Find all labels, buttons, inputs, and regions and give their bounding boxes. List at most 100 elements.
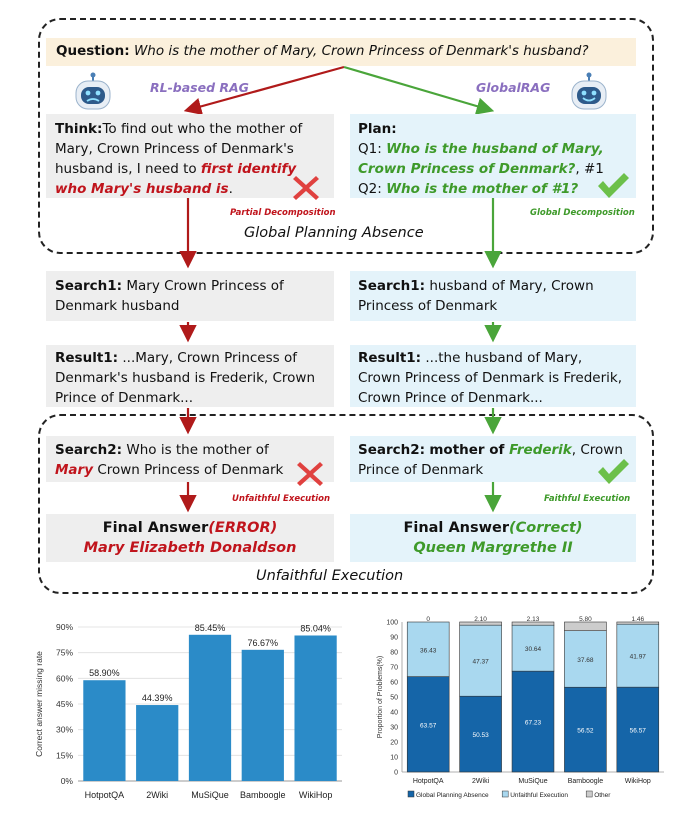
red-cross-icon bbox=[293, 176, 319, 200]
plan-panel bbox=[350, 114, 636, 198]
chart1-ytick: 60% bbox=[56, 673, 73, 683]
partial-decomposition-tag: Partial Decomposition bbox=[230, 208, 336, 218]
think-panel bbox=[46, 114, 334, 198]
right-result1-text: Result1: ...the husband of Mary, Crown P… bbox=[358, 350, 623, 406]
chart1-value-label: 76.67% bbox=[248, 638, 279, 648]
chart2-segment bbox=[564, 630, 607, 688]
chart2-segment-label: 2.10 bbox=[474, 616, 487, 623]
right-final-answer: Final Answer(Correct) Queen Margrethe II bbox=[403, 520, 583, 556]
chart2-segment-label: 37.68 bbox=[577, 657, 594, 664]
right-search2-text: Search2: mother of Frederik, Crown Princ… bbox=[358, 442, 623, 478]
chart2-segment bbox=[406, 621, 450, 677]
chart1-bar bbox=[136, 705, 179, 781]
right-search1-text: Search1: husband of Mary, Crown Princess… bbox=[358, 278, 594, 314]
chart2-legend-swatch bbox=[585, 790, 593, 798]
left-result1-text: Result1: ...Mary, Crown Princess of Denm… bbox=[55, 350, 316, 406]
planning-dashed-frame bbox=[38, 18, 654, 254]
chart2-legend-label: Global Planning Absence bbox=[416, 792, 489, 799]
global-decomposition-tag: Global Decomposition bbox=[530, 208, 635, 218]
chart2-category-label: 2Wiki bbox=[472, 778, 490, 785]
chart2-category-label: HotpotQA bbox=[413, 778, 444, 785]
unfaithful-execution-tag: Unfaithful Execution bbox=[232, 494, 331, 504]
right-result1-panel bbox=[350, 345, 636, 407]
chart1-value-label: 85.04% bbox=[300, 623, 331, 633]
chart2-segment-label: 67.23 bbox=[525, 720, 542, 727]
chart1-value-label: 85.45% bbox=[195, 623, 226, 633]
global-planning-absence-title: Global Planning Absence bbox=[244, 225, 424, 241]
missing-rate-bar-chart: Correct answer missing rate 0% 15% 30% 45% 60… bbox=[34, 622, 342, 800]
chart2-segment bbox=[564, 621, 607, 631]
chart2-segment-label: 41.97 bbox=[630, 654, 647, 661]
chart1-value-label: 58.90% bbox=[89, 668, 120, 678]
chart2-ytick: 10 bbox=[390, 755, 398, 762]
problem-proportion-stacked-chart: Proportion of Problems(%) 0 10 20 30 40 50 60 70… bbox=[377, 616, 664, 799]
left-final-panel bbox=[46, 514, 334, 562]
chart1-category-label: Bamboogle bbox=[240, 790, 286, 800]
left-search1-text: Search1: Mary Crown Princess of Denmark … bbox=[55, 278, 284, 314]
chart2-ytick: 100 bbox=[386, 620, 398, 627]
chart2-segment-label: 5.80 bbox=[579, 616, 592, 623]
chart2-category-label: Bamboogle bbox=[568, 778, 604, 785]
sad-robot-icon bbox=[75, 72, 111, 110]
chart2-segment-label: 47.37 bbox=[472, 659, 489, 666]
green-check-icon bbox=[598, 173, 629, 198]
chart2-segment bbox=[511, 621, 555, 626]
chart1-value-label: 44.39% bbox=[142, 693, 173, 703]
right-search2-panel bbox=[350, 436, 636, 482]
left-search2-text: Search2: Who is the mother of Mary Crown… bbox=[55, 442, 284, 478]
chart2-segment-label: 50.53 bbox=[472, 732, 489, 739]
left-result1-panel bbox=[46, 345, 334, 407]
chart2-legend-label: Other bbox=[594, 792, 611, 799]
chart1-category-label: MuSiQue bbox=[191, 790, 229, 800]
chart2-segment-label: 56.57 bbox=[630, 728, 647, 735]
chart2-segment bbox=[406, 676, 450, 773]
chart2-segment-label: 36.43 bbox=[420, 647, 437, 654]
execution-dashed-frame bbox=[38, 414, 654, 594]
chart2-segment bbox=[459, 624, 502, 697]
chart2-ytick: 30 bbox=[390, 725, 398, 732]
red-cross-icon-2 bbox=[297, 462, 323, 486]
unfaithful-execution-title: Unfaithful Execution bbox=[256, 568, 404, 584]
chart2-ytick: 50 bbox=[390, 695, 398, 702]
chart2-ytick: 70 bbox=[390, 665, 398, 672]
plan-text: Plan: Q1: Who is the husband of Mary, Cr… bbox=[358, 121, 604, 197]
chart2-legend-label: Unfaithful Execution bbox=[510, 792, 568, 799]
chart1-ytick: 15% bbox=[56, 750, 73, 760]
chart2-category-label: WikiHop bbox=[625, 778, 651, 785]
think-text: Think:To find out who the mother of Mary… bbox=[55, 121, 303, 197]
chart1-ytick: 75% bbox=[56, 648, 73, 658]
chart2-segment-label: 1.46 bbox=[631, 616, 644, 623]
question-label: Question: bbox=[56, 43, 130, 59]
chart1-bar bbox=[294, 635, 337, 781]
question: Question: Who is the mother of Mary, Cro… bbox=[56, 43, 589, 59]
right-search1-panel bbox=[350, 271, 636, 321]
left-search1-panel bbox=[46, 271, 334, 321]
chart2-ytick: 20 bbox=[390, 740, 398, 747]
left-search2-panel bbox=[46, 436, 334, 482]
chart2-segment bbox=[459, 695, 502, 773]
globalrag-label: GlobalRAG bbox=[476, 80, 551, 95]
chart1-category-label: 2Wiki bbox=[146, 790, 168, 800]
chart2-segment-label: 56.52 bbox=[577, 728, 594, 735]
chart2-ytick: 40 bbox=[390, 710, 398, 717]
chart1-ytick: 45% bbox=[56, 699, 73, 709]
chart2-segment-label: 63.57 bbox=[420, 722, 437, 729]
faithful-execution-tag: Faithful Execution bbox=[544, 494, 631, 504]
chart2-segment bbox=[459, 621, 502, 626]
chart1-bar bbox=[241, 649, 284, 781]
left-final-answer: Final Answer(ERROR) Mary Elizabeth Donal… bbox=[83, 520, 297, 556]
chart2-category-label: MuSiQue bbox=[518, 778, 547, 785]
question-bar bbox=[46, 38, 636, 66]
chart1-category-label: HotpotQA bbox=[85, 790, 125, 800]
chart1-ytick: 30% bbox=[56, 725, 73, 735]
chart2-legend-swatch bbox=[501, 790, 509, 798]
chart2-segment-label: 30.64 bbox=[525, 646, 542, 653]
chart2-ytick: 90 bbox=[390, 635, 398, 642]
chart1-category-label: WikiHop bbox=[299, 790, 333, 800]
chart1-ytick: 0% bbox=[61, 776, 74, 786]
chart2-segment bbox=[616, 621, 660, 625]
chart2-segment bbox=[511, 670, 555, 773]
chart2-segment-label: 2.13 bbox=[527, 616, 540, 623]
question-text: Who is the mother of Mary, Crown Princes… bbox=[133, 43, 589, 59]
